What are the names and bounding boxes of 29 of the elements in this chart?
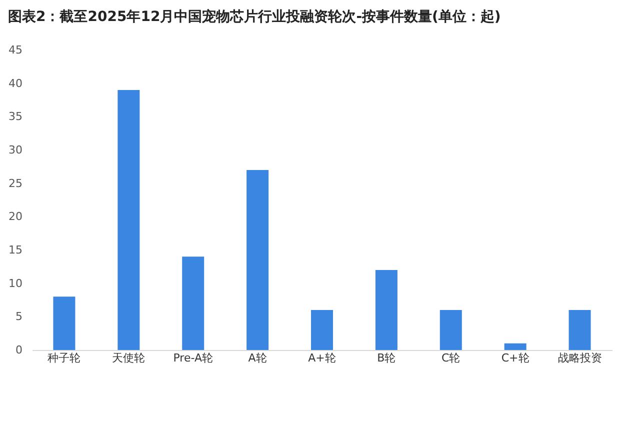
x-tick-label: A+轮 <box>308 352 336 364</box>
bar <box>568 310 591 350</box>
bar <box>118 90 140 350</box>
bar <box>440 310 462 350</box>
bar <box>311 310 333 350</box>
x-tick-label: Pre-A轮 <box>173 352 213 364</box>
bar <box>53 296 76 350</box>
y-tick-label: 40 <box>8 76 22 90</box>
bar <box>504 343 526 350</box>
bar <box>246 170 269 350</box>
y-tick-label: 30 <box>8 144 22 156</box>
y-tick-label: 0 <box>16 344 22 356</box>
y-tick-label: 20 <box>8 210 22 224</box>
x-tick-label: 天使轮 <box>112 352 146 364</box>
x-tick-label: B轮 <box>377 352 396 364</box>
y-tick-label: 5 <box>16 310 22 324</box>
x-tick-label: C轮 <box>442 352 460 364</box>
y-tick-label: 15 <box>8 244 22 256</box>
x-tick-label: A轮 <box>248 352 267 364</box>
x-tick-label: 战略投资 <box>558 352 602 364</box>
x-tick-label: 种子轮 <box>48 352 81 364</box>
y-tick-label: 45 <box>8 44 22 56</box>
y-tick-label: 25 <box>8 176 22 190</box>
x-tick-label: C+轮 <box>501 352 530 364</box>
bar <box>182 256 204 350</box>
bar <box>375 270 398 350</box>
y-tick-label: 35 <box>8 110 22 124</box>
chart-title: 图表2：截至2025年12月中国宠物芯片行业投融资轮次-按事件数量(单位：起) <box>8 8 501 25</box>
y-tick-label: 10 <box>8 276 22 290</box>
